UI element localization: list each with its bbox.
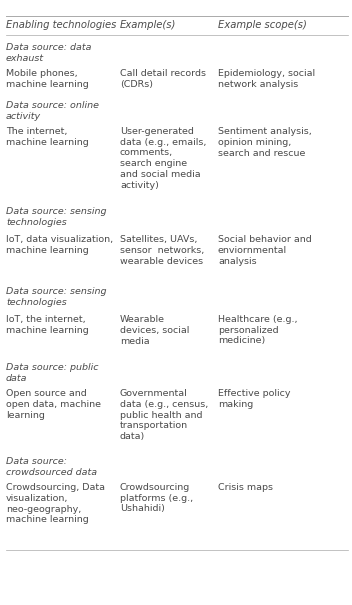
Text: IoT, the internet,
machine learning: IoT, the internet, machine learning bbox=[6, 315, 89, 335]
Text: Sentiment analysis,
opinion mining,
search and rescue: Sentiment analysis, opinion mining, sear… bbox=[218, 127, 312, 157]
Text: Crowdsourcing, Data
visualization,
neo-geography,
machine learning: Crowdsourcing, Data visualization, neo-g… bbox=[6, 483, 105, 525]
Text: Data source: public
data: Data source: public data bbox=[6, 363, 99, 383]
Text: Wearable
devices, social
media: Wearable devices, social media bbox=[120, 315, 189, 345]
Text: Data source: sensing
technologies: Data source: sensing technologies bbox=[6, 207, 107, 227]
Text: Data source: data
exhaust: Data source: data exhaust bbox=[6, 43, 92, 63]
Text: Open source and
open data, machine
learning: Open source and open data, machine learn… bbox=[6, 389, 101, 419]
Text: Data source: sensing
technologies: Data source: sensing technologies bbox=[6, 287, 107, 307]
Text: Data source: online
activity: Data source: online activity bbox=[6, 101, 99, 121]
Text: Epidemiology, social
network analysis: Epidemiology, social network analysis bbox=[218, 69, 315, 89]
Text: The internet,
machine learning: The internet, machine learning bbox=[6, 127, 89, 147]
Text: IoT, data visualization,
machine learning: IoT, data visualization, machine learnin… bbox=[6, 235, 113, 255]
Text: Crisis maps: Crisis maps bbox=[218, 483, 273, 492]
Text: Example(s): Example(s) bbox=[120, 20, 176, 30]
Text: Governmental
data (e.g., census,
public health and
transportation
data): Governmental data (e.g., census, public … bbox=[120, 389, 208, 441]
Text: Crowdsourcing
platforms (e.g.,
Ushahidi): Crowdsourcing platforms (e.g., Ushahidi) bbox=[120, 483, 193, 514]
Text: Enabling technologies: Enabling technologies bbox=[6, 20, 117, 30]
Text: Data source:
crowdsourced data: Data source: crowdsourced data bbox=[6, 457, 97, 477]
Text: Social behavior and
enviornmental
analysis: Social behavior and enviornmental analys… bbox=[218, 235, 312, 266]
Text: Example scope(s): Example scope(s) bbox=[218, 20, 307, 30]
Text: Effective policy
making: Effective policy making bbox=[218, 389, 290, 409]
Text: Mobile phones,
machine learning: Mobile phones, machine learning bbox=[6, 69, 89, 89]
Text: Call detail records
(CDRs): Call detail records (CDRs) bbox=[120, 69, 206, 89]
Text: Satellites, UAVs,
sensor  networks,
wearable devices: Satellites, UAVs, sensor networks, weara… bbox=[120, 235, 204, 266]
Text: Healthcare (e.g.,
personalized
medicine): Healthcare (e.g., personalized medicine) bbox=[218, 315, 297, 345]
Text: User-generated
data (e.g., emails,
comments,
search engine
and social media
acti: User-generated data (e.g., emails, comme… bbox=[120, 127, 206, 190]
